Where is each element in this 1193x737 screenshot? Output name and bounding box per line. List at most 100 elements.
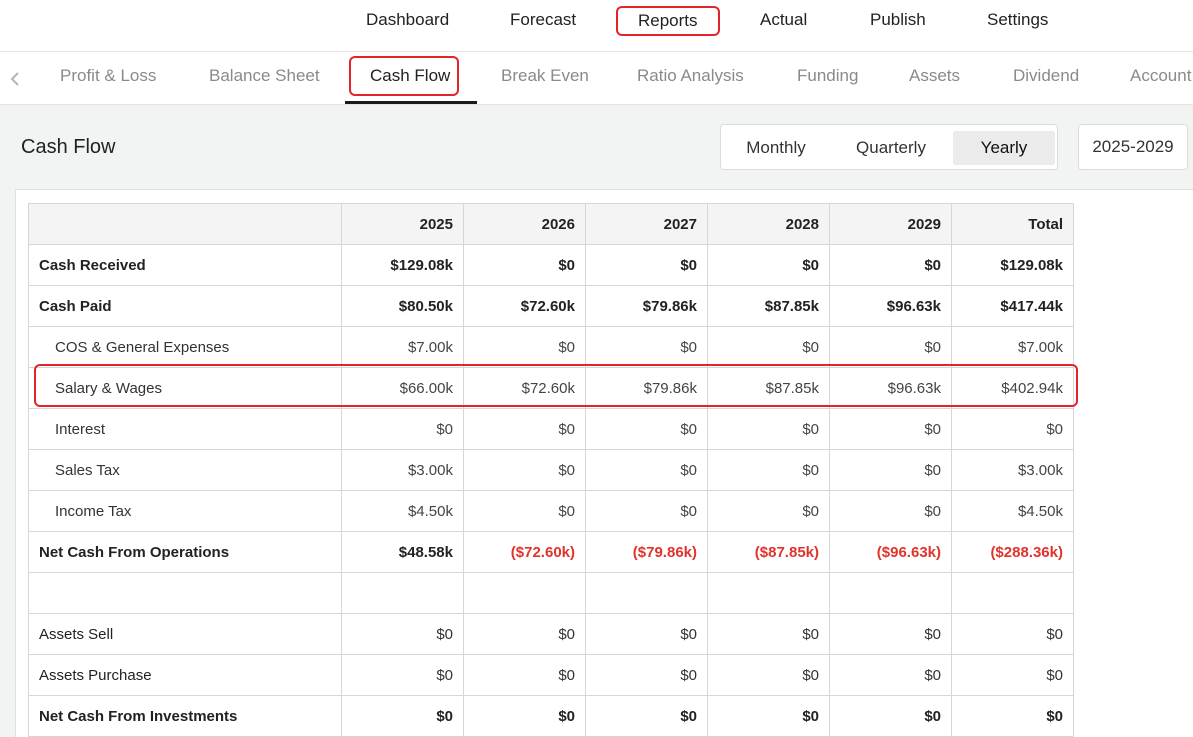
value-cell: $0: [463, 326, 586, 368]
value-cell: $0: [707, 695, 830, 737]
value-cell: $0: [585, 326, 708, 368]
row-label: Assets Sell: [28, 613, 342, 655]
table-row: COS & General Expenses $7.00k $0 $0 $0 $…: [28, 326, 1074, 368]
value-cell: $80.50k: [341, 285, 464, 327]
page-title: Cash Flow: [21, 136, 116, 158]
value-cell: $7.00k: [341, 326, 464, 368]
value-cell: $0: [707, 449, 830, 491]
cash-flow-table: 2025 2026 2027 2028 2029 Total Cash Rece…: [28, 203, 1074, 737]
row-label: [28, 572, 342, 614]
tab-account[interactable]: Account: [1130, 66, 1192, 85]
table-row: Assets Purchase $0 $0 $0 $0 $0 $0: [28, 654, 1074, 696]
value-cell: [463, 572, 586, 614]
value-cell: [829, 572, 952, 614]
tab-break-even[interactable]: Break Even: [501, 66, 589, 85]
value-cell: $0: [829, 244, 952, 286]
value-cell: $0: [951, 613, 1074, 655]
tab-balance-sheet[interactable]: Balance Sheet: [209, 66, 320, 85]
tab-dividend[interactable]: Dividend: [1013, 66, 1080, 85]
value-cell: $0: [585, 408, 708, 450]
value-cell: $0: [585, 654, 708, 696]
value-cell: $0: [585, 244, 708, 286]
value-cell: $0: [829, 695, 952, 737]
value-cell: $0: [463, 654, 586, 696]
nav-publish[interactable]: Publish: [870, 10, 926, 29]
table-row: Net Cash From Operations $48.58k ($72.60…: [28, 531, 1074, 573]
value-cell: $0: [707, 654, 830, 696]
tab-assets[interactable]: Assets: [909, 66, 961, 85]
value-cell: $7.00k: [951, 326, 1074, 368]
nav-reports[interactable]: Reports: [616, 6, 720, 36]
active-tab-highlight: [349, 56, 459, 96]
value-cell: $0: [829, 449, 952, 491]
value-cell: $87.85k: [707, 367, 830, 409]
value-cell: [951, 572, 1074, 614]
header-cell: 2029: [829, 203, 952, 245]
value-cell: $66.00k: [341, 367, 464, 409]
value-cell: $0: [585, 449, 708, 491]
value-cell: $3.00k: [341, 449, 464, 491]
value-cell: $79.86k: [585, 285, 708, 327]
value-cell: $96.63k: [829, 367, 952, 409]
period-monthly-button[interactable]: Monthly: [746, 138, 806, 157]
value-cell: $4.50k: [341, 490, 464, 532]
value-cell: [341, 572, 464, 614]
year-range-selector[interactable]: 2025-2029: [1078, 124, 1188, 170]
period-yearly-button[interactable]: Yearly: [953, 131, 1055, 165]
header-cell: 2025: [341, 203, 464, 245]
value-cell: $0: [341, 695, 464, 737]
value-cell: $0: [707, 244, 830, 286]
header-cell: 2028: [707, 203, 830, 245]
value-cell: $0: [829, 654, 952, 696]
value-cell: $0: [585, 490, 708, 532]
value-cell: $0: [341, 408, 464, 450]
table-row: Interest $0 $0 $0 $0 $0 $0: [28, 408, 1074, 450]
negative-value-cell: ($87.85k): [707, 531, 830, 573]
value-cell: $0: [707, 326, 830, 368]
value-cell: $0: [463, 408, 586, 450]
value-cell: [707, 572, 830, 614]
value-cell: $0: [707, 613, 830, 655]
row-label: Assets Purchase: [28, 654, 342, 696]
active-tab-underline: [345, 101, 477, 104]
header-cell: 2026: [463, 203, 586, 245]
value-cell: $0: [463, 490, 586, 532]
nav-actual[interactable]: Actual: [760, 10, 808, 29]
table-header-row: 2025 2026 2027 2028 2029 Total: [28, 203, 1074, 245]
chevron-left-icon[interactable]: [6, 68, 24, 90]
value-cell: $79.86k: [585, 367, 708, 409]
value-cell: $0: [463, 613, 586, 655]
table-row: Income Tax $4.50k $0 $0 $0 $0 $4.50k: [28, 490, 1074, 532]
table-row: Cash Received $129.08k $0 $0 $0 $0 $129.…: [28, 244, 1074, 286]
nav-settings[interactable]: Settings: [987, 10, 1049, 29]
table-spacer-row: [28, 572, 1074, 614]
nav-forecast[interactable]: Forecast: [510, 10, 577, 29]
value-cell: $129.08k: [951, 244, 1074, 286]
header-cell: Total: [951, 203, 1074, 245]
tab-cash-flow[interactable]: Cash Flow: [370, 66, 451, 85]
value-cell: $72.60k: [463, 285, 586, 327]
value-cell: $0: [463, 449, 586, 491]
value-cell: $0: [463, 244, 586, 286]
value-cell: $87.85k: [707, 285, 830, 327]
negative-value-cell: ($96.63k): [829, 531, 952, 573]
period-toggle: Monthly Quarterly Yearly: [720, 124, 1058, 170]
value-cell: $0: [951, 408, 1074, 450]
value-cell: $0: [463, 695, 586, 737]
tab-profit-loss[interactable]: Profit & Loss: [60, 66, 157, 85]
value-cell: $96.63k: [829, 285, 952, 327]
top-navigation: Dashboard Forecast Reports Actual Publis…: [0, 0, 1193, 52]
negative-value-cell: ($288.36k): [951, 531, 1074, 573]
tab-ratio-analysis[interactable]: Ratio Analysis: [637, 66, 744, 85]
table-row: Cash Paid $80.50k $72.60k $79.86k $87.85…: [28, 285, 1074, 327]
value-cell: $402.94k: [951, 367, 1074, 409]
value-cell: $0: [341, 654, 464, 696]
tab-funding[interactable]: Funding: [797, 66, 859, 85]
negative-value-cell: ($72.60k): [463, 531, 586, 573]
row-label: Cash Received: [28, 244, 342, 286]
row-label: Net Cash From Operations: [28, 531, 342, 573]
value-cell: $72.60k: [463, 367, 586, 409]
nav-dashboard[interactable]: Dashboard: [366, 10, 450, 29]
value-cell: $0: [341, 613, 464, 655]
period-quarterly-button[interactable]: Quarterly: [856, 138, 926, 157]
